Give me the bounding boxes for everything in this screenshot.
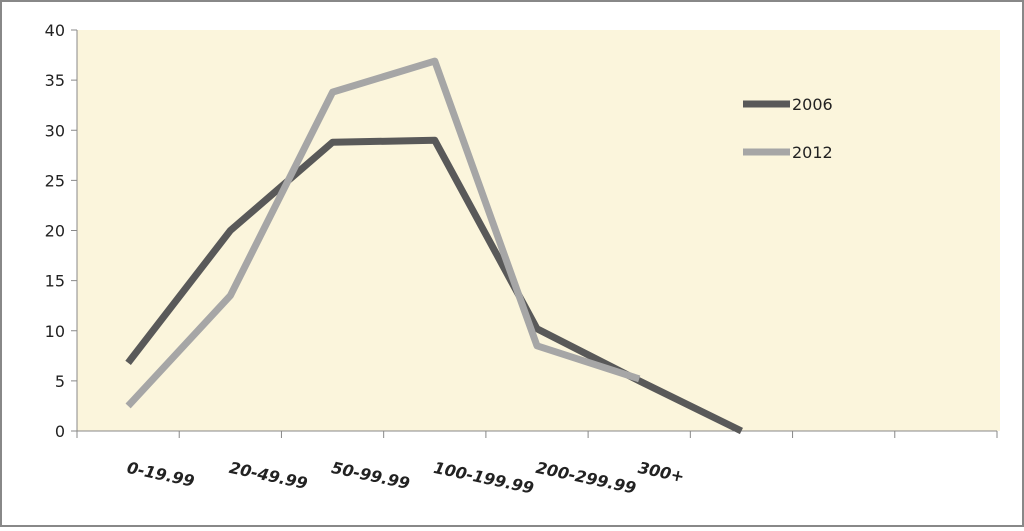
y-tick-label: 40 — [45, 21, 65, 40]
legend-label: 2006 — [792, 95, 833, 114]
legend-label: 2012 — [792, 143, 833, 162]
series-line — [125, 136, 743, 435]
y-tick-label: 30 — [45, 121, 65, 140]
series-line — [125, 57, 641, 409]
y-tick-label: 20 — [45, 222, 65, 241]
plot-background — [77, 30, 1000, 431]
y-tick-label: 25 — [45, 171, 65, 190]
y-tick-label: 15 — [45, 272, 65, 291]
y-tick-label: 35 — [45, 71, 65, 90]
y-tick-label: 0 — [55, 422, 65, 441]
y-tick-label: 10 — [45, 322, 65, 341]
y-tick-label: 5 — [55, 372, 65, 391]
